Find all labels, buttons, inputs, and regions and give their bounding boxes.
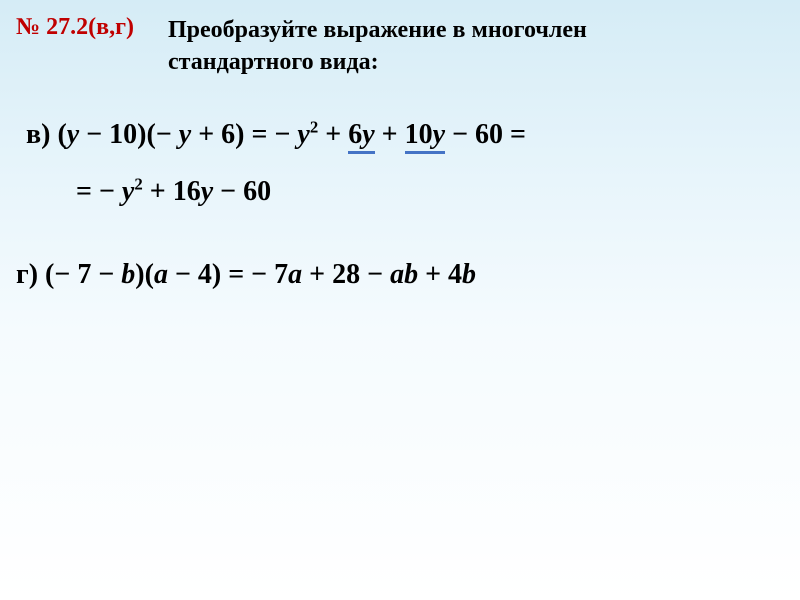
var-a: a: [288, 259, 302, 290]
txt: )(: [135, 259, 154, 290]
var-y: y: [362, 119, 374, 150]
instruction-text: Преобразуйте выражение в многочлен станд…: [168, 14, 587, 79]
txt: − 60 =: [445, 119, 526, 150]
txt: + 16: [143, 176, 201, 207]
var-y: y: [433, 119, 445, 150]
instruction-line-2: стандартного вида:: [168, 49, 379, 75]
underlined-term-10y: 10y: [405, 119, 445, 151]
label-g: г): [16, 259, 45, 290]
var-a: a: [390, 259, 404, 290]
problem-v-line2: = − y2 + 16y − 60: [76, 176, 271, 208]
problem-g-line: г) (− 7 − b)(a − 4) = − 7a + 28 − ab + 4…: [16, 259, 476, 291]
var-b: b: [404, 259, 418, 290]
num: 10: [405, 119, 433, 150]
exponent: 2: [134, 175, 142, 194]
var-y: y: [201, 176, 213, 207]
var-y: y: [67, 119, 79, 150]
txt: − 10)(−: [79, 119, 179, 150]
var-y: y: [297, 119, 309, 150]
txt: + 4: [418, 259, 462, 290]
txt: + 28 −: [302, 259, 390, 290]
txt: (: [57, 119, 66, 150]
problem-number: № 27.2(в,г): [16, 14, 134, 41]
underlined-term-6y: 6y: [348, 119, 374, 151]
num: 6: [348, 119, 362, 150]
var-y: y: [122, 176, 134, 207]
var-y: y: [179, 119, 191, 150]
txt: − 4) = − 7: [168, 259, 288, 290]
problem-v-line1: в) (y − 10)(− y + 6) = − y2 + 6y + 10y −…: [26, 119, 526, 151]
txt: − 60: [213, 176, 271, 207]
txt: (− 7 −: [45, 259, 121, 290]
txt: + 6) = −: [191, 119, 297, 150]
label-v: в): [26, 119, 57, 150]
txt: +: [375, 119, 405, 150]
txt: +: [318, 119, 348, 150]
instruction-line-1: Преобразуйте выражение в многочлен: [168, 17, 587, 43]
txt: = −: [76, 176, 122, 207]
exponent: 2: [310, 118, 318, 137]
underline-bar: [405, 151, 445, 154]
var-b: b: [121, 259, 135, 290]
underline-bar: [348, 151, 374, 154]
var-a: a: [154, 259, 168, 290]
var-b: b: [462, 259, 476, 290]
